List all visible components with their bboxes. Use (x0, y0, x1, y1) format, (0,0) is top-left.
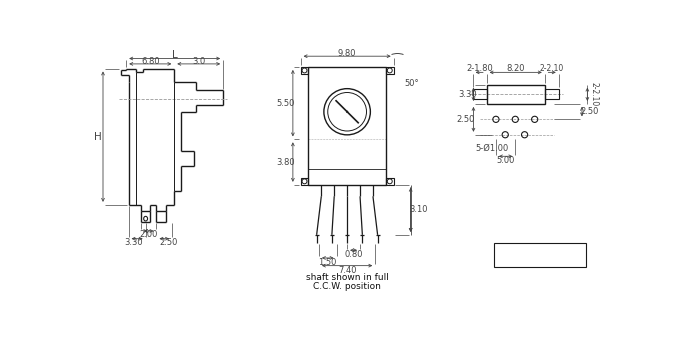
Text: 1: 1 (526, 244, 531, 253)
Text: 5-Ø1.00: 5-Ø1.00 (475, 144, 508, 153)
Text: 3.30: 3.30 (124, 238, 143, 247)
Text: 2.50: 2.50 (159, 238, 177, 247)
Text: shaft shown in full: shaft shown in full (306, 273, 388, 282)
Text: 3.10: 3.10 (410, 205, 428, 214)
Text: 7.40: 7.40 (338, 266, 356, 275)
Bar (300, 67, 309, 74)
Bar (545, 88, 559, 99)
Text: 10: 10 (546, 256, 557, 266)
Text: 3.80: 3.80 (276, 157, 295, 167)
Text: 2.50: 2.50 (456, 115, 475, 124)
Text: L: L (172, 50, 178, 61)
Circle shape (346, 110, 349, 113)
Text: H: H (503, 256, 509, 266)
Text: 12.5: 12.5 (564, 256, 584, 266)
Text: 2-1.80: 2-1.80 (466, 64, 493, 73)
Bar (309, 67, 386, 185)
Text: 2.00: 2.00 (139, 230, 158, 239)
Text: 1.50: 1.50 (318, 258, 337, 267)
Bar (486, 85, 545, 104)
Bar (494, 242, 586, 267)
Text: 3.30: 3.30 (458, 90, 477, 99)
Text: Z: Z (503, 244, 509, 253)
Bar (300, 178, 309, 185)
Text: 6.80: 6.80 (141, 57, 160, 66)
Text: 8.20: 8.20 (506, 64, 525, 73)
Text: H: H (94, 132, 102, 142)
Text: 5.00: 5.00 (496, 156, 514, 166)
Bar (386, 178, 393, 185)
Text: 3.0: 3.0 (192, 57, 205, 66)
Text: 2-2.10: 2-2.10 (589, 82, 598, 106)
Bar (473, 88, 486, 99)
Text: 50°: 50° (404, 79, 419, 88)
Bar (386, 67, 393, 74)
Text: 2: 2 (549, 244, 554, 253)
Text: C.C.W. position: C.C.W. position (313, 282, 381, 291)
Text: 5.50: 5.50 (276, 99, 294, 108)
Text: 2.50: 2.50 (580, 107, 599, 116)
Text: 3: 3 (571, 244, 577, 253)
Text: 2-2.10: 2-2.10 (540, 64, 564, 73)
Text: 6.5: 6.5 (522, 256, 536, 266)
Text: 0.80: 0.80 (344, 250, 363, 259)
Text: 9.80: 9.80 (338, 49, 356, 57)
